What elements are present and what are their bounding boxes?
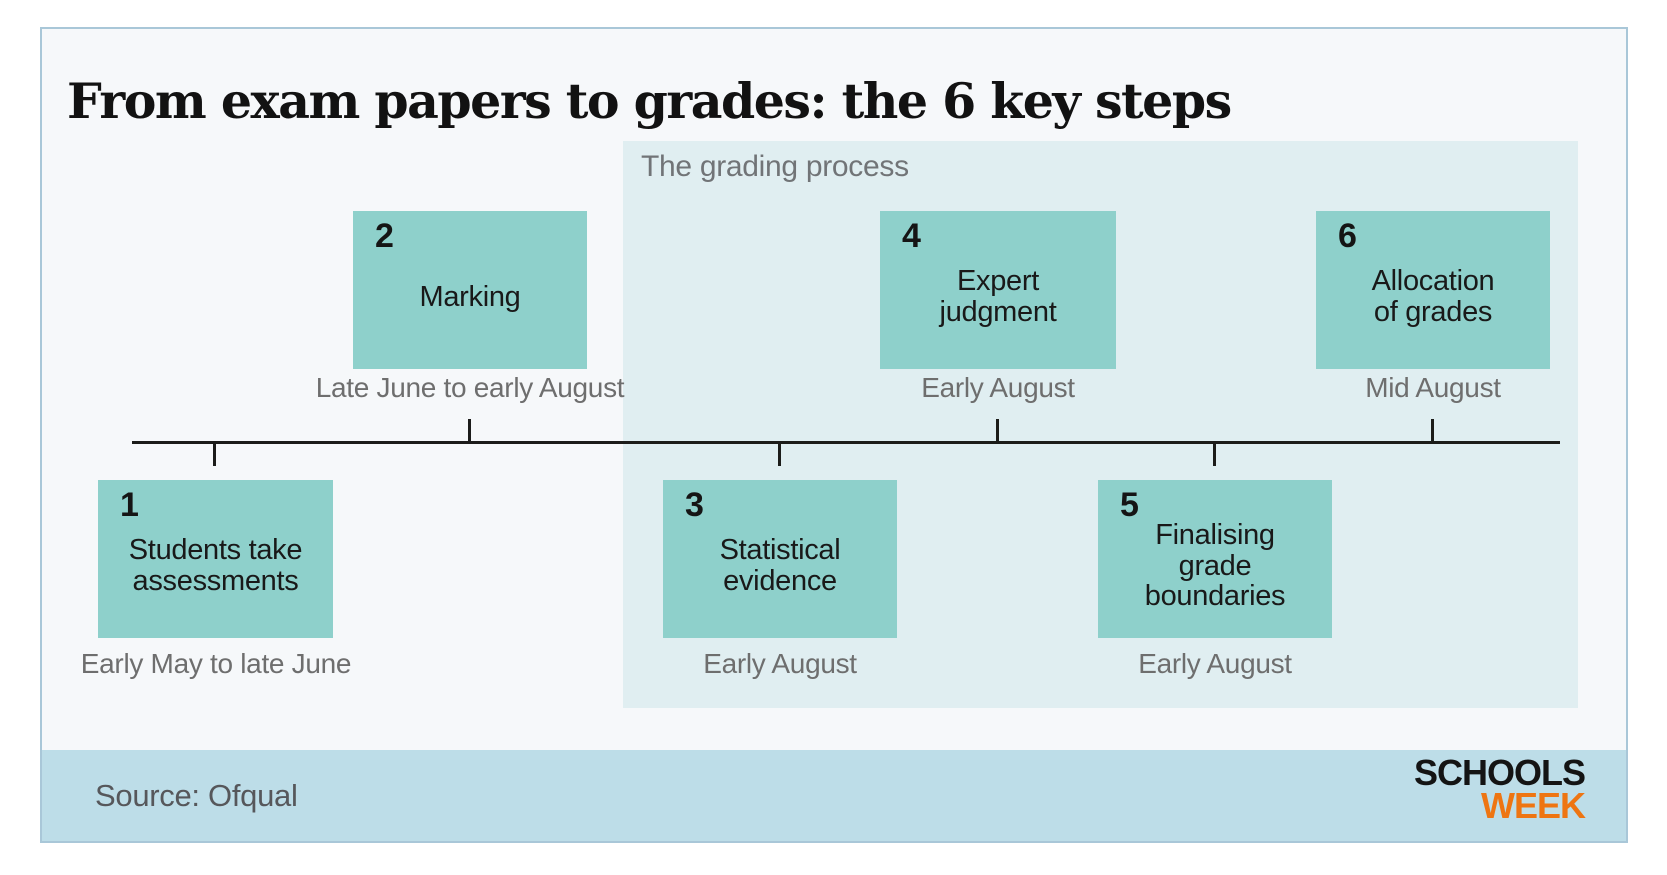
step-label: Marking: [419, 280, 521, 313]
step-box-1: 1 Students take assessments: [98, 480, 333, 638]
step-number: 3: [685, 486, 704, 524]
step-date-6: Mid August: [1365, 372, 1501, 403]
timeline-line: [132, 441, 1560, 444]
step-label: Statistical evidence: [719, 534, 841, 597]
step-box-4: 4 Expert judgment: [880, 211, 1116, 369]
step-number: 6: [1338, 217, 1357, 255]
step-number: 5: [1120, 486, 1139, 524]
step-date-2: Late June to early August: [315, 372, 625, 403]
step-box-3: 3 Statistical evidence: [663, 480, 897, 638]
step-label: Students take assessments: [128, 534, 303, 597]
schools-week-logo: SCHOOLS WEEK: [1413, 752, 1586, 827]
logo-week-text: WEEK: [1481, 785, 1586, 827]
step-date-5: Early August: [1138, 648, 1292, 679]
timeline-tick-step-2: [468, 419, 471, 442]
step-number: 4: [902, 217, 921, 255]
timeline-tick-step-5: [1213, 443, 1216, 466]
step-date-1: Early May to late June: [80, 648, 352, 679]
step-date-3: Early August: [703, 648, 857, 679]
step-number: 2: [375, 217, 394, 255]
timeline-tick-step-4: [996, 419, 999, 442]
timeline-tick-step-1: [213, 443, 216, 466]
step-label: Finalising grade boundaries: [1144, 518, 1286, 613]
step-date-4: Early August: [921, 372, 1075, 403]
timeline-tick-step-3: [778, 443, 781, 466]
step-box-5: 5 Finalising grade boundaries: [1098, 480, 1332, 638]
step-label: Expert judgment: [939, 265, 1057, 328]
grading-process-label: The grading process: [641, 150, 909, 183]
logo-schools-text: SCHOOLS: [1413, 752, 1586, 793]
step-number: 1: [120, 486, 139, 524]
step-label: Allocation of grades: [1371, 265, 1495, 328]
step-box-2: 2 Marking: [353, 211, 587, 369]
page-title: From exam papers to grades: the 6 key st…: [67, 71, 1232, 130]
footer-band: [42, 750, 1626, 841]
step-box-6: 6 Allocation of grades: [1316, 211, 1550, 369]
timeline-tick-step-6: [1431, 419, 1434, 442]
source-text: Source: Ofqual: [95, 778, 298, 813]
